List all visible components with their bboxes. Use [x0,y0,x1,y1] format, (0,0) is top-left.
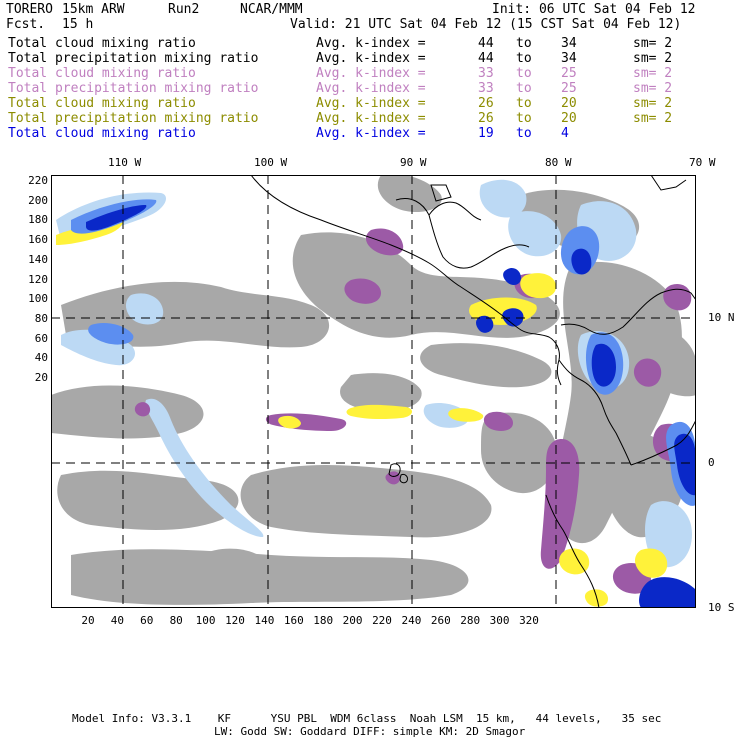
lat-label-10s: 10 S [708,601,735,614]
legend-k-from: 33 [478,81,494,96]
legend-k-label: Avg. k-index = [316,96,426,111]
x-tick-label: 220 [372,614,392,627]
model-name: TORERO [6,2,53,17]
map-frame [51,175,696,608]
legend-field: Total precipitation mixing ratio [8,81,259,96]
model-info: Model Info: V3.3.1 KF YSU PBL WDM 6class… [72,712,662,725]
legend-k-from: 44 [478,36,494,51]
y-tick-label: 20 [34,371,48,384]
y-tick-label: 100 [28,292,48,306]
legend-k-label: Avg. k-index = [316,126,426,141]
x-tick-label: 20 [81,614,95,627]
x-tick-label: 200 [342,614,363,627]
legend-k-from: 19 [478,126,494,141]
cloud-field-darkblue [86,205,696,608]
legend-to: to [516,96,532,111]
y-tick-label: 220 [28,174,48,187]
legend-field: Total cloud mixing ratio [8,66,196,81]
legend-row: Total precipitation mixing ratio Avg. k-i… [8,111,708,126]
y-tick-label: 140 [28,252,48,266]
legend-k-from: 26 [478,111,494,126]
legend-k-from: 33 [478,66,494,81]
x-tick-label: 120 [225,614,245,627]
x-tick-label: 240 [401,614,422,627]
legend-to: to [516,51,532,66]
legend-k-label: Avg. k-index = [316,51,426,66]
legend-field: Total precipitation mixing ratio [8,51,259,66]
y-tick-label: 40 [34,351,48,365]
run-label: Run2 [168,2,200,17]
lon-label-100w: 100 W [254,156,288,169]
legend-k-to: 25 [561,66,577,81]
legend-row: Total cloud mixing ratio Avg. k-index = 44… [8,36,708,51]
x-tick-label: 40 [110,614,125,627]
lon-label-110w: 110 W [108,156,142,169]
lat-lon-grid [51,175,696,608]
x-tick-label: 160 [283,614,304,627]
legend-k-to: 34 [561,51,577,66]
legend-sm: sm= 2 [633,51,673,66]
legend-k-to: 4 [561,126,569,141]
x-tick-label: 320 [519,614,539,627]
legend-k-from: 26 [478,96,494,111]
legend-row: Total cloud mixing ratio Avg. k-index = 26… [8,96,708,111]
y-tick-label: 60 [34,331,48,345]
lat-label-10n: 10 N [708,311,735,324]
legend-k-to: 25 [561,81,577,96]
legend-field: Total cloud mixing ratio [8,96,196,111]
legend-row: Total cloud mixing ratio Avg. k-index = 19… [8,126,708,141]
init-time: Init: 06 UTC Sat 04 Feb 12 [492,2,696,17]
legend-to: to [516,111,532,126]
legend-to: to [516,126,532,141]
legend-k-to: 34 [561,36,577,51]
x-tick-label: 180 [313,614,334,627]
grid-spec: 15km ARW [62,2,125,17]
legend-sm: sm= 2 [633,66,673,81]
legend-k-to: 20 [561,111,577,126]
legend-k-label: Avg. k-index = [316,111,426,126]
legend-to: to [516,66,532,81]
forecast-label: Fcst. [6,17,46,32]
y-tick-label: 160 [28,233,48,247]
x-tick-label: 300 [489,614,510,627]
legend-sm: sm= 2 [633,81,673,96]
legend-k-label: Avg. k-index = [316,81,426,96]
legend-k-from: 44 [478,51,494,66]
coastlines [250,175,696,608]
legend-row: Total cloud mixing ratio Avg. k-index = 33… [8,66,708,81]
legend-k-label: Avg. k-index = [316,36,426,51]
legend-sm: sm= 2 [633,96,673,111]
lon-label-70w: 70 W [689,156,716,169]
legend-to: to [516,36,532,51]
lon-label-80w: 80 W [545,156,572,169]
y-tick-label: 180 [28,213,48,227]
legend-row: Total precipitation mixing ratio Avg. k-i… [8,81,708,96]
y-tick-label: 200 [28,193,48,207]
lon-label-90w: 90 W [400,156,427,169]
valid-time: Valid: 21 UTC Sat 04 Feb 12 (15 CST Sat … [290,17,682,32]
legend-to: to [516,81,532,96]
legend-sm: sm= 2 [633,111,673,126]
legend-k-label: Avg. k-index = [316,66,426,81]
forecast-hour: 15 h [62,17,94,32]
x-tick-label: 140 [254,614,275,627]
legend-field: Total cloud mixing ratio [8,36,196,51]
legend-k-to: 20 [561,96,577,111]
lat-label-0: 0 [708,456,715,469]
org-label: NCAR/MMM [240,2,303,17]
x-tick-label: 260 [430,614,451,627]
x-tick-label: 80 [169,614,183,627]
physics-info: LW: Godd SW: Goddard DIFF: simple KM: 2D… [214,725,526,738]
y-tick-label: 80 [34,311,48,325]
x-tick-label: 280 [460,614,481,627]
legend-sm: sm= 2 [633,36,673,51]
legend-field: Total cloud mixing ratio [8,126,196,141]
legend-row: Total precipitation mixing ratio Avg. k-i… [8,51,708,66]
x-tick-label: 100 [195,614,216,627]
forecast-map [51,175,696,608]
x-tick-label: 60 [140,614,154,627]
y-tick-label: 120 [28,272,48,286]
legend-field: Total precipitation mixing ratio [8,111,259,126]
